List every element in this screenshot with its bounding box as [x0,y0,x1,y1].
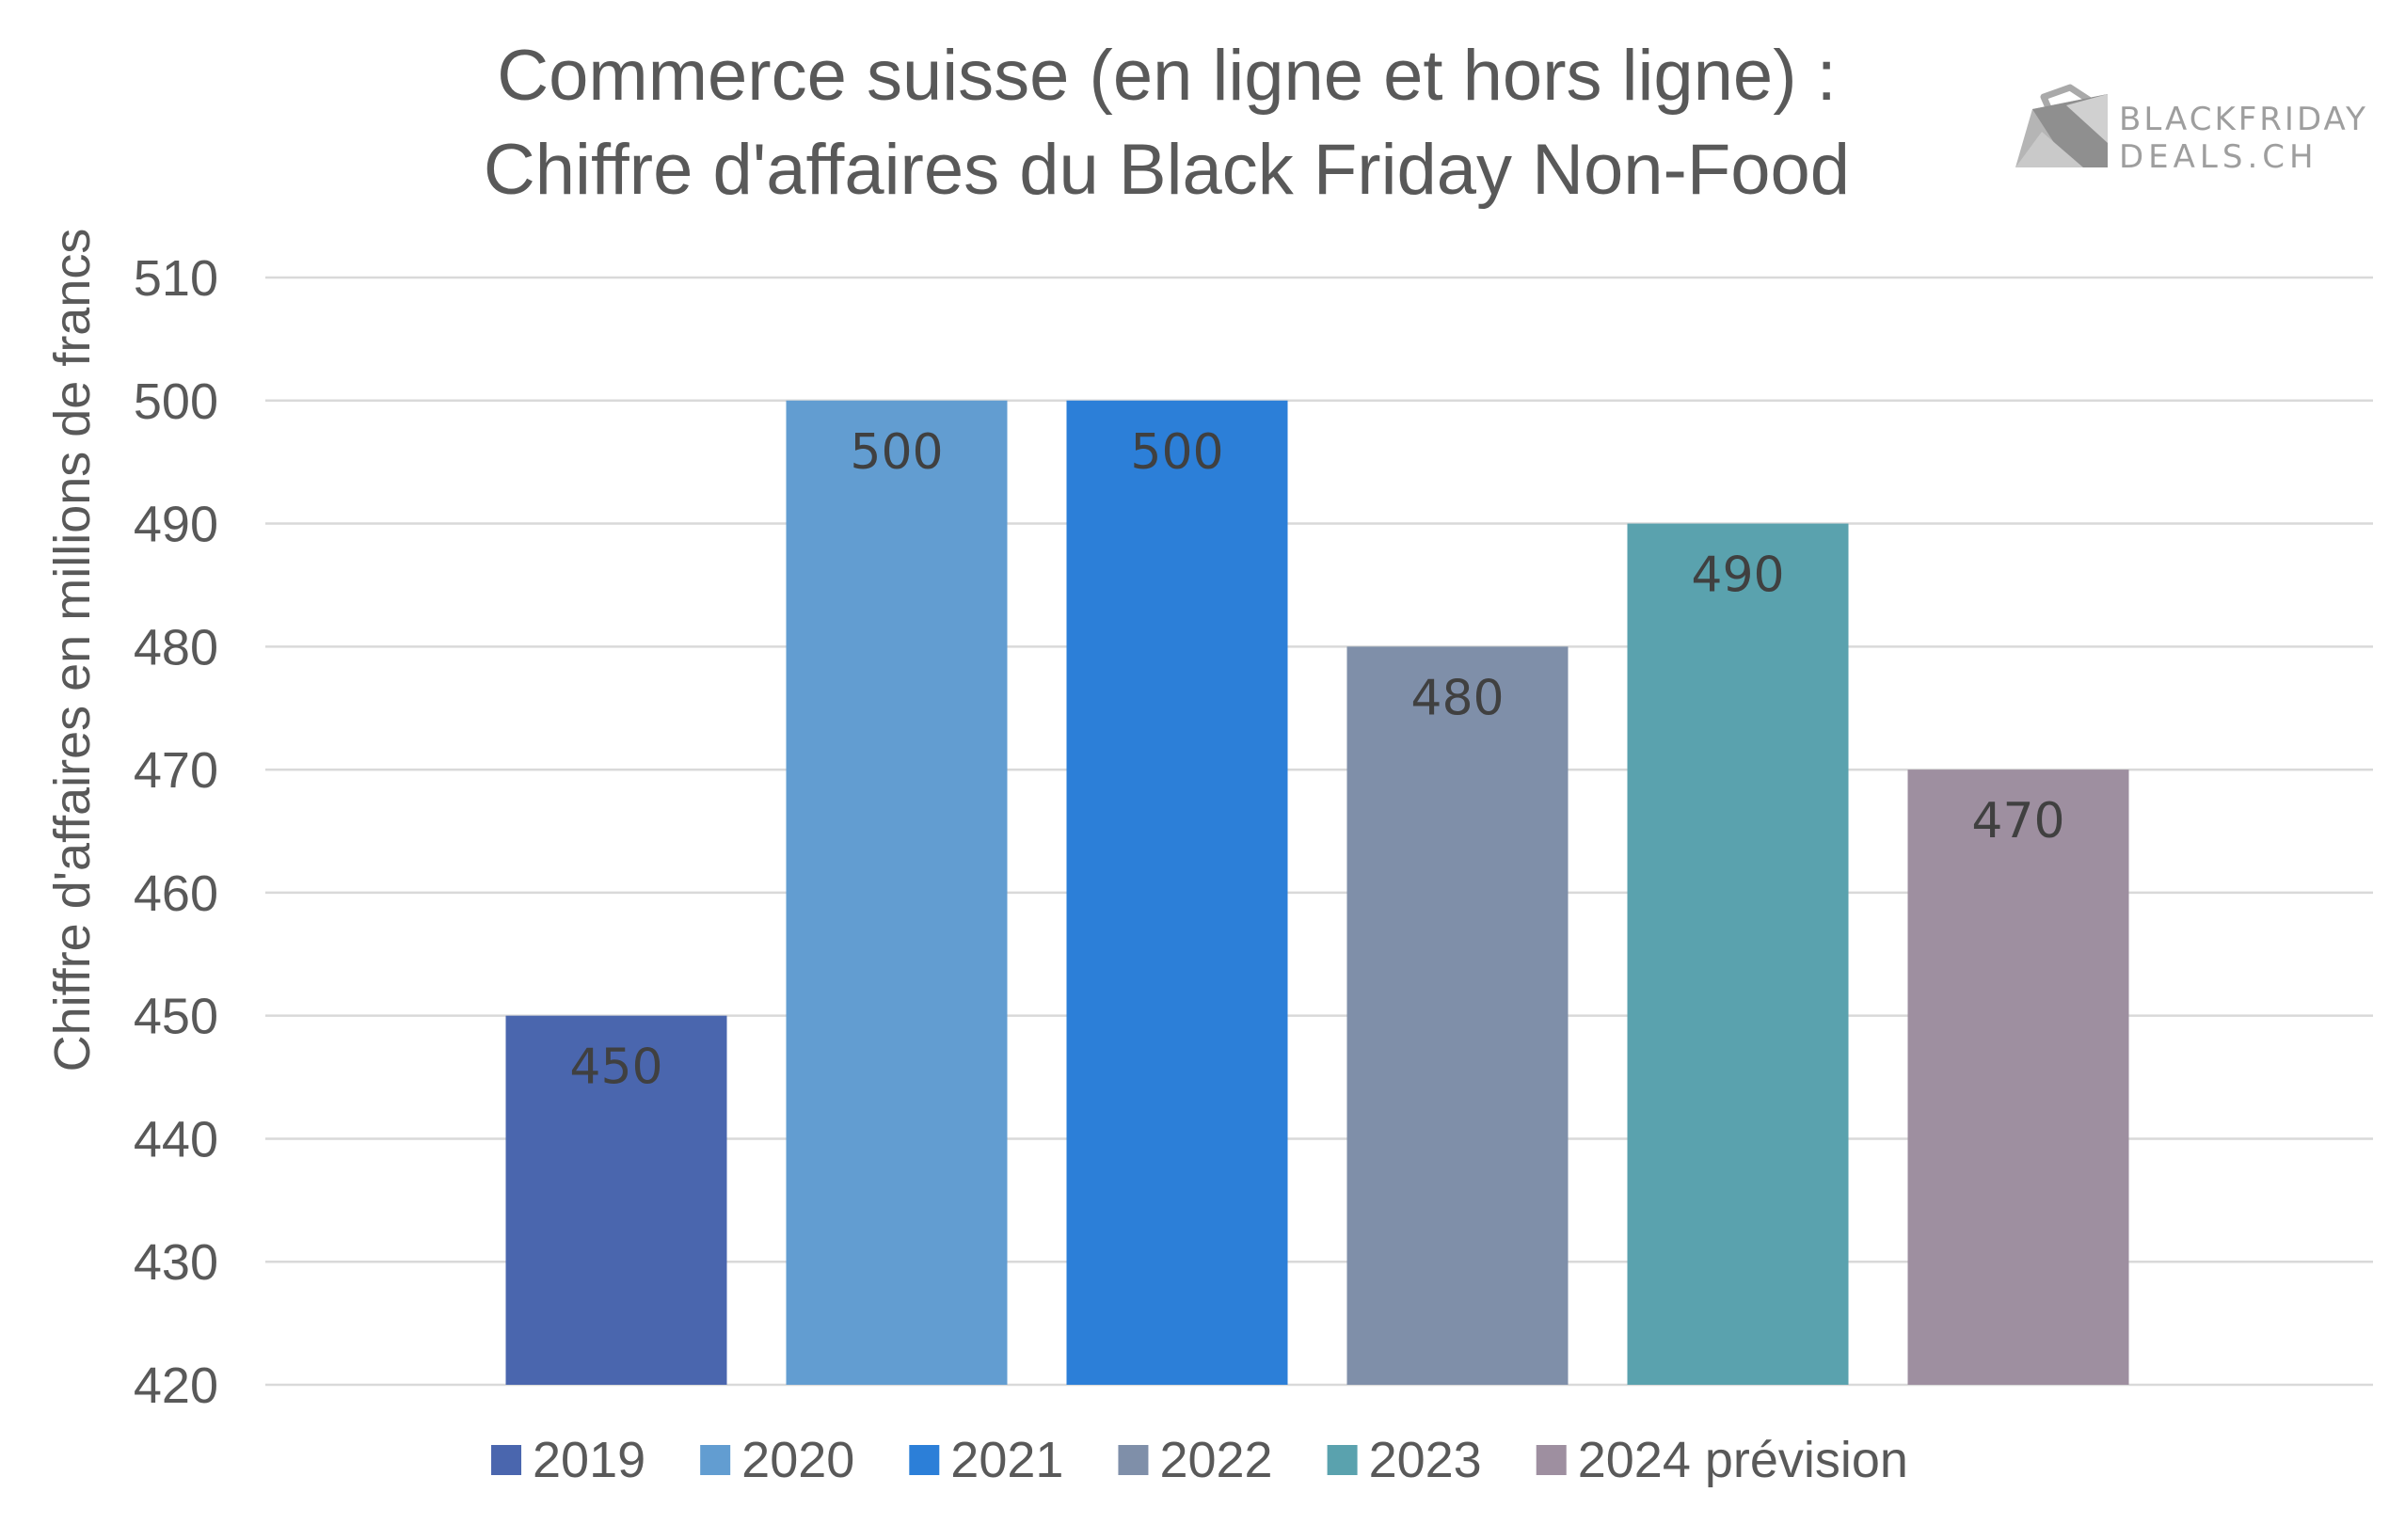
brand-name-line1: BLACKFRIDAY [2119,101,2368,138]
legend-swatch [909,1445,940,1475]
bars [505,400,2129,1385]
data-label: 480 [1410,670,1504,726]
legend-item: 2019 [491,1432,645,1488]
legend-label: 2023 [1369,1432,1482,1488]
legend-item: 2022 [1118,1432,1273,1488]
shopping-bag-logo-icon [2015,84,2108,167]
legend-swatch [700,1445,731,1475]
data-label: 500 [1130,424,1223,481]
data-label: 450 [569,1040,662,1096]
bar-2020 [786,400,1008,1385]
legend-item: 2024 prévision [1536,1432,1908,1488]
legend-swatch [1536,1445,1567,1475]
y-tick-label: 450 [134,989,218,1045]
y-tick-label: 480 [134,619,218,675]
y-tick-label: 460 [134,865,218,922]
data-label: 470 [1971,793,2064,849]
y-tick-label: 490 [134,497,218,553]
y-tick-label: 420 [134,1357,218,1414]
y-tick-label: 430 [134,1234,218,1291]
bar-2021 [1066,400,1288,1385]
y-tick-label: 470 [134,742,218,799]
legend-swatch [1327,1445,1358,1475]
legend-item: 2021 [909,1432,1063,1488]
legend-swatch [491,1445,522,1475]
brand-name-line2: DEALS.CH [2119,138,2318,176]
legend-label: 2021 [950,1432,1063,1488]
chart-title-line1: Commerce suisse (en ligne et hors ligne)… [497,36,1836,116]
legend-item: 2023 [1327,1432,1482,1488]
y-tick-label: 500 [134,373,218,430]
bar-2022 [1346,646,1569,1385]
legend-label: 2022 [1159,1432,1272,1488]
legend-label: 2019 [533,1432,645,1488]
legend-item: 2020 [700,1432,854,1488]
y-tick-label: 440 [134,1111,218,1167]
legend-swatch [1118,1445,1149,1475]
bar-2024-prévision [1907,770,2129,1385]
legend-label: 2020 [741,1432,854,1488]
y-axis-title: Chiffre d'affaires en millions de francs [44,229,101,1072]
y-axis-ticks: 420 430 440 450 460 470 480 490 500 510 [134,250,218,1414]
y-tick-label: 510 [134,250,218,307]
data-label: 490 [1691,548,1784,604]
bar-2023 [1627,523,1849,1385]
brand-logo: BLACKFRIDAY DEALS.CH [2015,84,2368,176]
chart-title-line2: Chiffre d'affaires du Black Friday Non-F… [484,130,1850,210]
bar-2019 [505,1015,727,1385]
chart-title: Commerce suisse (en ligne et hors ligne)… [484,36,1850,210]
data-label: 500 [850,424,943,481]
legend: 2019 2020 2021 2022 2023 2024 prévision [491,1432,1908,1488]
data-labels: 450 500 500 480 490 470 [569,424,2064,1096]
legend-label: 2024 prévision [1578,1432,1908,1488]
